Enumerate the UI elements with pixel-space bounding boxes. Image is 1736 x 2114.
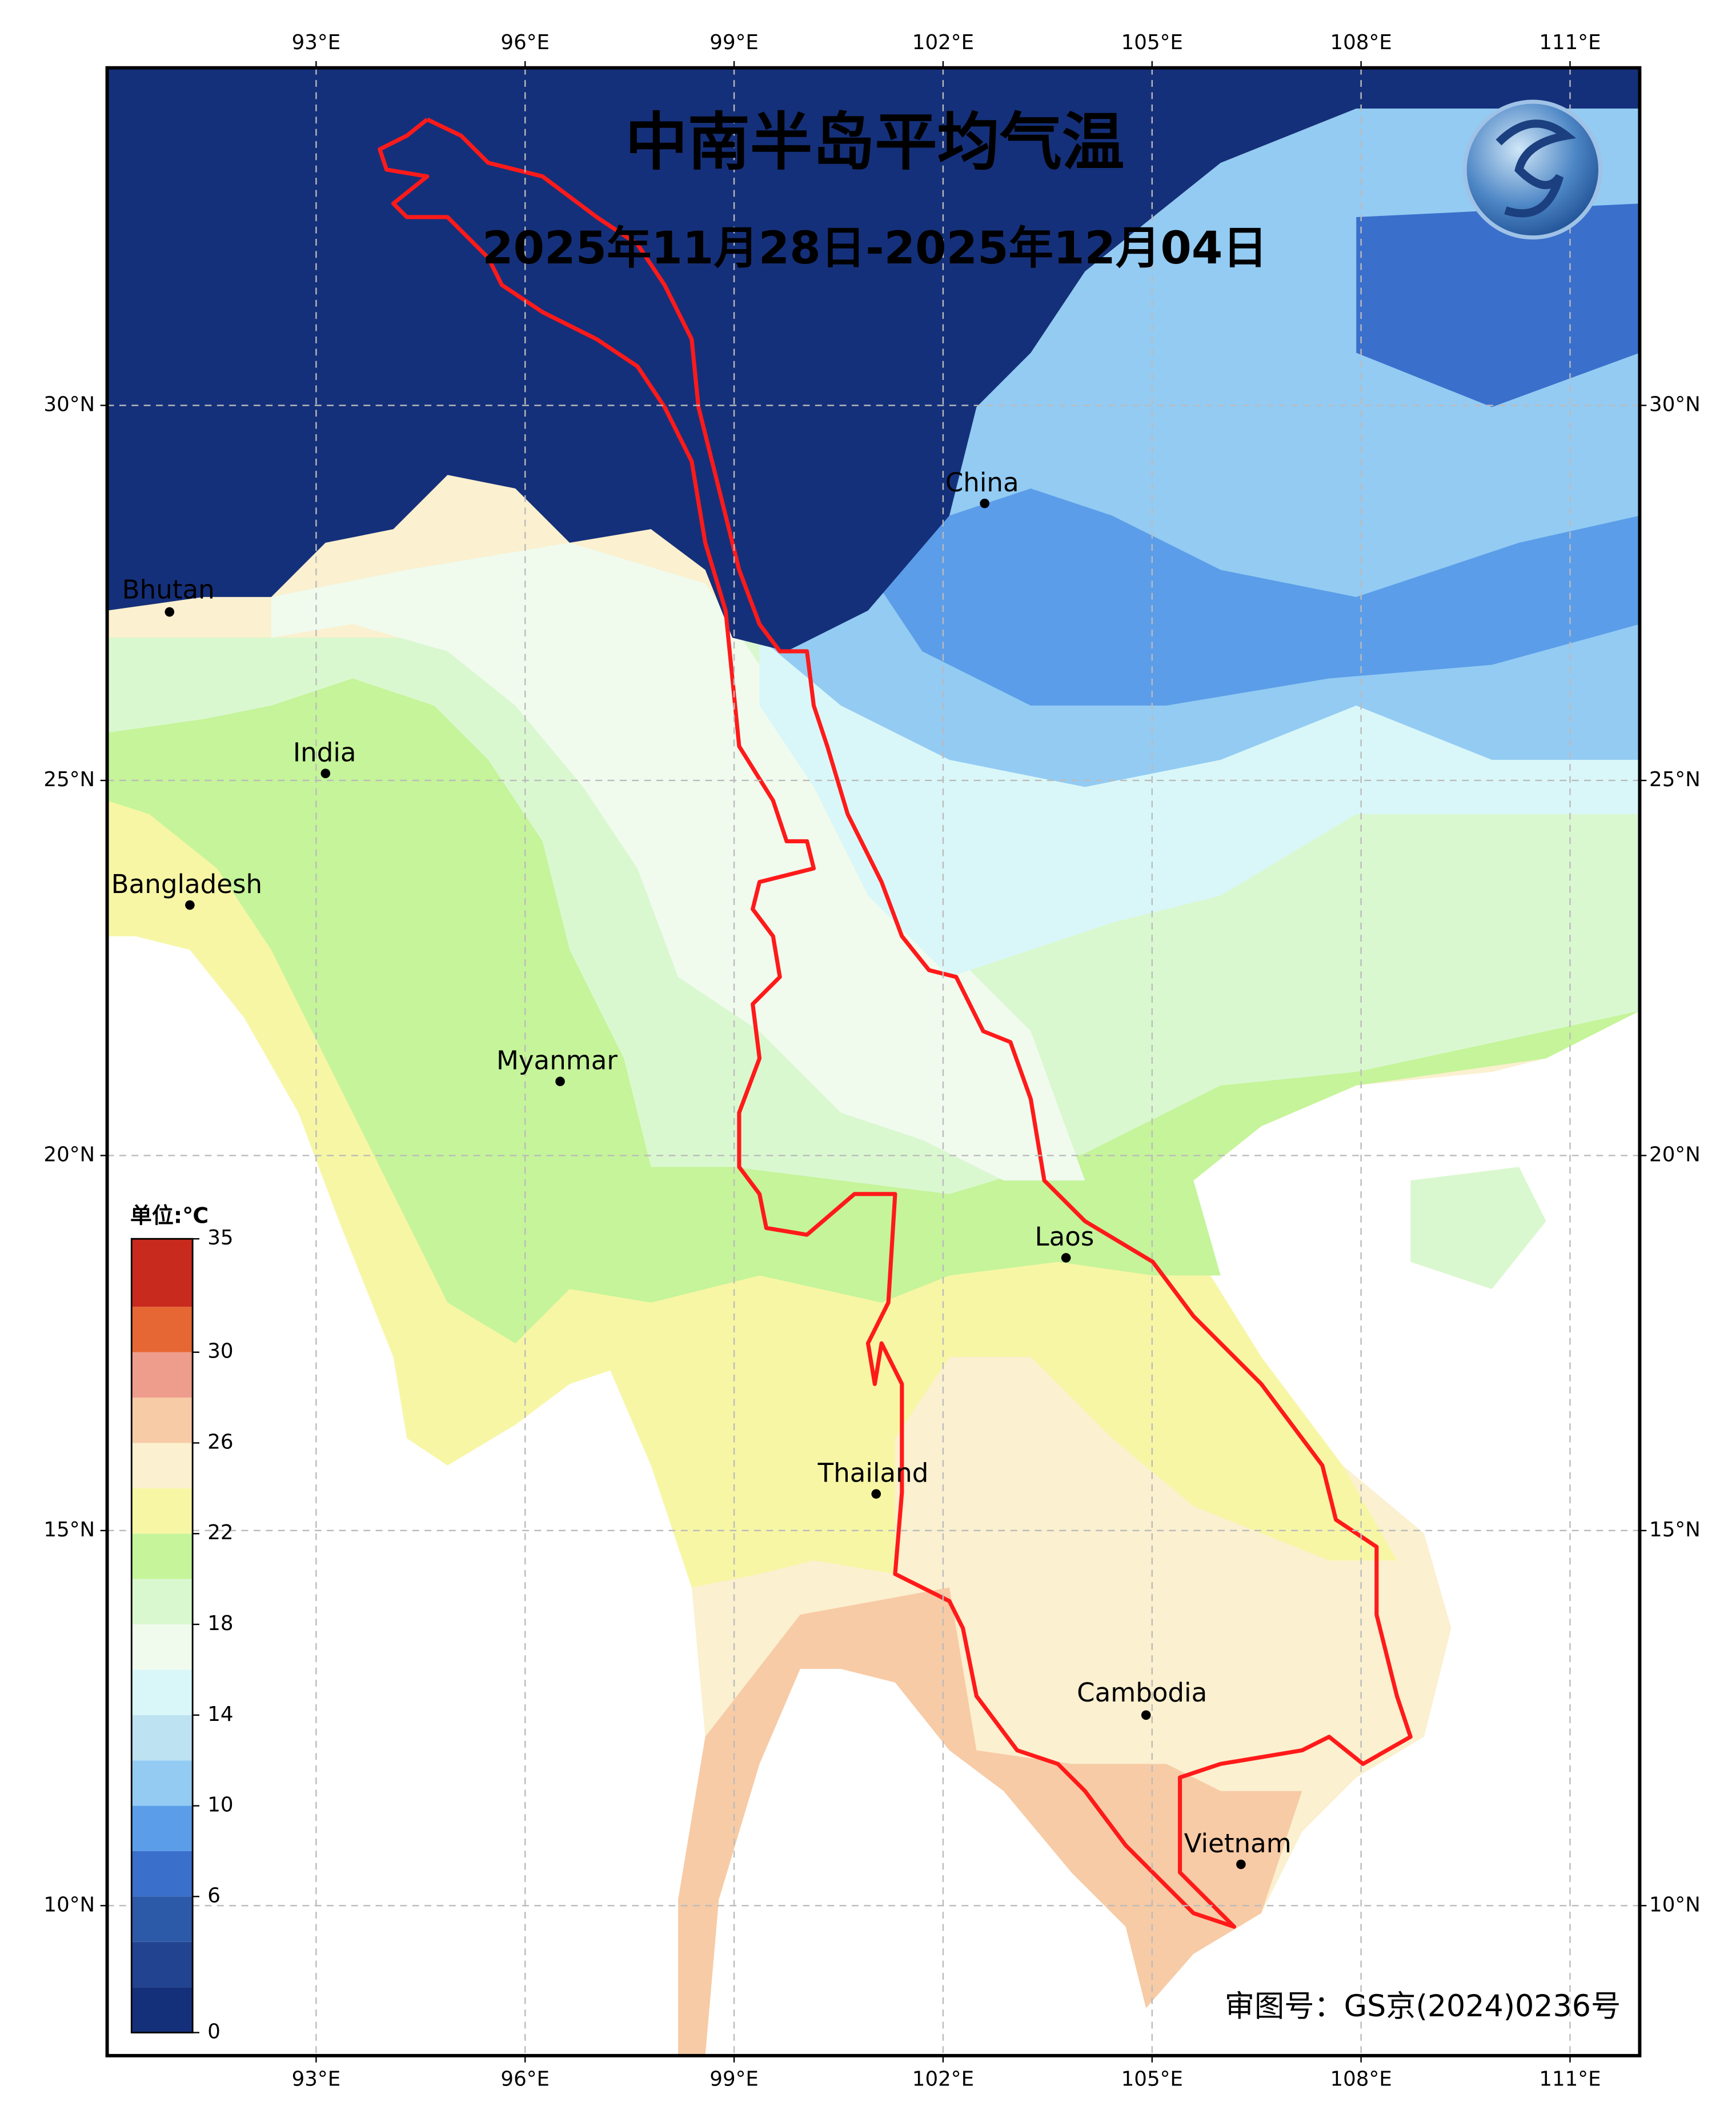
colorbar-tick-label: 10 [207,1793,233,1817]
country-label: Bhutan [122,574,215,604]
colorbar-tick-label: 35 [207,1226,233,1250]
x-tick-label: 108°E [1330,31,1392,54]
y-tick-label: 15°N [1649,1518,1701,1542]
x-tick-label: 102°E [912,31,974,54]
y-tick-label: 15°N [43,1518,95,1542]
colorbar-frame [130,1238,194,2033]
map-title: 中南半岛平均气温 [626,106,1125,178]
country-layer: Bhutan India Bangladesh Myanmar China Laos Tha… [111,467,1292,1869]
grid-layer: 93°E 93°E 96°E 96°E 99°E 99°E 102°E 102°E 105°E 1… [43,31,1700,2091]
x-tick-label: 99°E [709,2068,759,2091]
country-label: Myanmar [496,1045,618,1075]
temp-zone [868,488,1640,706]
country-label: Laos [1035,1222,1094,1252]
colorbar-tick-label: 26 [207,1430,233,1454]
country-label: Bangladesh [111,869,262,899]
y-tick-label: 10°N [1649,1893,1701,1916]
country-label: India [293,737,356,767]
colorbar-band [131,1760,193,1806]
x-tick-label: 96°E [500,2068,550,2091]
country-dot [1061,1253,1071,1263]
country-label: China [945,467,1019,498]
y-tick-label: 30°N [43,393,95,417]
country-dot [165,607,175,617]
basin-boundary [378,117,1413,1929]
country-label: Cambodia [1077,1677,1207,1708]
x-tick-label: 93°E [292,31,341,54]
review-number: 审图号：GS京(2024)0236号 [1225,1989,1621,2024]
colorbar-band [131,1488,193,1534]
country-dot [555,1076,565,1087]
colorbar-band [131,1307,193,1352]
colorbar-band [131,1896,193,1942]
colorbar-tick-label: 18 [207,1612,233,1635]
colorbar-band [131,1352,193,1398]
country-dot [185,900,195,910]
y-tick-label: 30°N [1649,393,1701,417]
country-dot [1236,1859,1246,1869]
y-tick-label: 25°N [1649,768,1701,791]
map-layer [107,67,1640,2056]
x-tick-label: 108°E [1330,2068,1392,2091]
colorbar-band [131,1579,193,1625]
x-tick-label: 93°E [292,2068,341,2091]
land [1410,1167,1546,1290]
country-dot [1141,1710,1151,1720]
x-tick-label: 105°E [1121,31,1183,54]
colorbar-tick-label: 22 [207,1521,233,1544]
colorbar-band [131,1398,193,1443]
colorbar-band [131,1239,193,1307]
y-tick-label: 10°N [43,1893,95,1916]
colorbar-tick-label: 0 [207,2020,220,2044]
temp-zone [107,67,1640,651]
colorbar-band [131,1669,193,1715]
colorbar-band [131,1534,193,1579]
colorbar-tick-label: 30 [207,1340,233,1363]
x-tick-label: 105°E [1121,2068,1183,2091]
temp-zone [271,542,1085,1181]
country-label: Thailand [817,1458,929,1488]
y-tick-label: 25°N [43,768,95,791]
colorbar-band [131,1851,193,1897]
colorbar-band [131,1624,193,1670]
x-tick-label: 96°E [500,31,550,54]
map-frame [105,66,1642,2057]
colorbar-unit: 单位:℃ [130,1203,209,1228]
x-tick-label: 111°E [1539,31,1601,54]
colorbar-band [131,1805,193,1851]
country-dot [980,498,989,509]
temp-zone [678,1587,1302,2056]
colorbar-band [131,1715,193,1761]
country-label: Vietnam [1184,1828,1292,1859]
x-tick-label: 102°E [912,2068,974,2091]
x-tick-label: 99°E [709,31,759,54]
map-subtitle: 2025年11月28日-2025年12月04日 [482,222,1268,274]
logo [1462,99,1603,240]
colorbar-band [131,1941,193,1988]
country-dot [320,768,331,778]
y-tick-label: 20°N [43,1143,95,1166]
y-tick-label: 20°N [1649,1143,1701,1166]
colorbar-tick-label: 14 [207,1703,233,1726]
temp-zone [1356,203,1640,407]
colorbar: 0 6 10 14 18 22 26 30 35 [130,1226,234,2044]
colorbar-band [131,1987,193,2033]
country-dot [871,1489,881,1499]
colorbar-tick-label: 6 [207,1884,220,1907]
x-tick-label: 111°E [1539,2068,1601,2091]
colorbar-band [131,1443,193,1488]
